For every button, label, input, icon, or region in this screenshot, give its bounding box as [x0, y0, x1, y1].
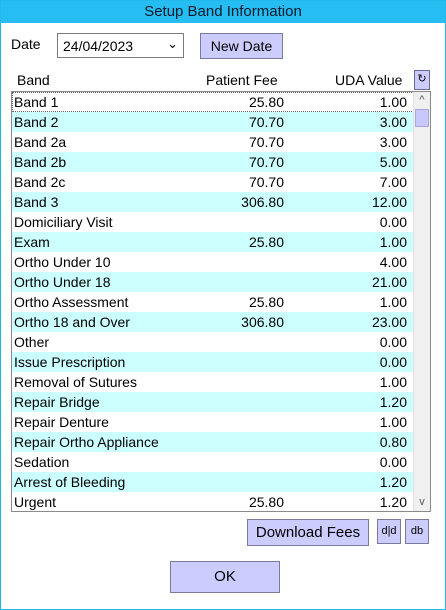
database-icon: db — [410, 525, 424, 537]
table-row[interactable]: Other 0.00 — [12, 332, 414, 352]
table-row[interactable]: Ortho Under 18 21.00 — [12, 272, 414, 292]
table-row[interactable]: Band 2 70.70 3.00 — [12, 112, 414, 132]
scroll-up-icon[interactable]: ^ — [419, 94, 425, 106]
uda-value-cell: 1.00 — [379, 294, 407, 310]
uda-value-cell: 21.00 — [371, 274, 407, 290]
column-header-uda-value: UDA Value — [335, 72, 403, 88]
band-name-cell: Band 2a — [14, 134, 67, 150]
band-name-cell: Band 2 — [14, 114, 59, 130]
band-name-cell: Band 1 — [14, 94, 59, 110]
uda-value-cell: 23.00 — [371, 314, 407, 330]
patient-fee-cell: 25.80 — [248, 294, 284, 310]
uda-value-cell: 1.00 — [379, 414, 407, 430]
patient-fee-cell: 70.70 — [248, 174, 284, 190]
band-name-cell: Ortho Assessment — [14, 294, 129, 310]
uda-value-cell: 0.00 — [379, 454, 407, 470]
band-name-cell: Ortho Under 18 — [14, 274, 111, 290]
table-row[interactable]: Ortho Under 10 4.00 — [12, 252, 414, 272]
ok-button[interactable]: OK — [170, 561, 280, 593]
window-title: Setup Band Information — [1, 1, 445, 23]
band-name-cell: Arrest of Bleeding — [14, 474, 126, 490]
band-table[interactable]: Band 1 25.80 1.00 Band 2 70.70 3.00 Band 2a 70.… — [11, 91, 431, 512]
uda-value-cell: 3.00 — [379, 134, 407, 150]
vertical-scrollbar[interactable]: ^ v — [413, 92, 430, 511]
band-name-cell: Issue Prescription — [14, 354, 126, 370]
table-row[interactable]: Repair Ortho Appliance 0.80 — [12, 432, 414, 452]
table-row[interactable]: Band 2a 70.70 3.00 — [12, 132, 414, 152]
patient-fee-cell: 70.70 — [248, 134, 284, 150]
band-name-cell: Exam — [14, 234, 50, 250]
table-row[interactable]: Arrest of Bleeding 1.20 — [12, 472, 414, 492]
band-name-cell: Band 3 — [14, 194, 59, 210]
patient-fee-cell: 70.70 — [248, 154, 284, 170]
band-name-cell: Sedation — [14, 454, 70, 470]
uda-value-cell: 1.20 — [379, 474, 407, 490]
patient-fee-cell: 70.70 — [248, 114, 284, 130]
refresh-button[interactable]: ↻ — [414, 70, 430, 90]
band-name-cell: Repair Denture — [14, 414, 109, 430]
scroll-thumb[interactable] — [415, 109, 429, 127]
band-name-cell: Urgent — [14, 494, 57, 510]
table-row[interactable]: Repair Bridge 1.20 — [12, 392, 414, 412]
table-row[interactable]: Ortho 18 and Over 306.80 23.00 — [12, 312, 414, 332]
chevron-down-icon: ⌄ — [167, 36, 178, 51]
uda-value-cell: 3.00 — [379, 114, 407, 130]
date-dropdown[interactable]: 24/04/2023 ⌄ — [57, 33, 184, 58]
uda-value-cell: 0.00 — [379, 214, 407, 230]
band-name-cell: Ortho Under 10 — [14, 254, 111, 270]
uda-value-cell: 4.00 — [379, 254, 407, 270]
band-name-cell: Repair Ortho Appliance — [14, 434, 159, 450]
band-name-cell: Removal of Sutures — [14, 374, 137, 390]
table-row[interactable]: Band 1 25.80 1.00 — [12, 92, 414, 112]
uda-value-cell: 12.00 — [371, 194, 407, 210]
band-name-cell: Domiciliary Visit — [14, 214, 113, 230]
band-name-cell: Band 2c — [14, 174, 66, 190]
column-header-band: Band — [17, 72, 50, 88]
uda-value-cell: 7.00 — [379, 174, 407, 190]
column-header-patient-fee: Patient Fee — [206, 72, 278, 88]
patient-fee-cell: 25.80 — [248, 494, 284, 510]
date-value: 24/04/2023 — [63, 38, 134, 54]
table-row[interactable]: Ortho Assessment 25.80 1.00 — [12, 292, 414, 312]
patient-fee-cell: 25.80 — [248, 234, 284, 250]
band-name-cell: Repair Bridge — [14, 394, 100, 410]
uda-value-cell: 5.00 — [379, 154, 407, 170]
download-fees-button[interactable]: Download Fees — [247, 519, 369, 546]
uda-value-cell: 0.80 — [379, 434, 407, 450]
table-row[interactable]: Band 2c 70.70 7.00 — [12, 172, 414, 192]
table-row[interactable]: Band 3 306.80 12.00 — [12, 192, 414, 212]
table-body: Band 1 25.80 1.00 Band 2 70.70 3.00 Band 2a 70.… — [12, 92, 414, 511]
table-row[interactable]: Band 2b 70.70 5.00 — [12, 152, 414, 172]
band-name-cell: Ortho 18 and Over — [14, 314, 130, 330]
table-row[interactable]: Exam 25.80 1.00 — [12, 232, 414, 252]
table-row[interactable]: Repair Denture 1.00 — [12, 412, 414, 432]
uda-value-cell: 0.00 — [379, 334, 407, 350]
patient-fee-cell: 306.80 — [241, 314, 284, 330]
patient-fee-cell: 306.80 — [241, 194, 284, 210]
date-label: Date — [11, 36, 41, 52]
refresh-icon: ↻ — [417, 73, 427, 85]
table-row[interactable]: Domiciliary Visit 0.00 — [12, 212, 414, 232]
uda-value-cell: 1.20 — [379, 494, 407, 510]
scroll-down-icon[interactable]: v — [419, 496, 425, 508]
uda-value-cell: 1.00 — [379, 374, 407, 390]
table-row[interactable]: Issue Prescription 0.00 — [12, 352, 414, 372]
table-row[interactable]: Removal of Sutures 1.00 — [12, 372, 414, 392]
database-button[interactable]: db — [405, 519, 429, 544]
uda-value-cell: 1.00 — [379, 234, 407, 250]
table-row[interactable]: Sedation 0.00 — [12, 452, 414, 472]
uda-value-cell: 1.00 — [379, 94, 407, 110]
uda-value-cell: 1.20 — [379, 394, 407, 410]
data-split-button[interactable]: d|d — [377, 519, 401, 544]
new-date-button[interactable]: New Date — [200, 33, 283, 59]
uda-value-cell: 0.00 — [379, 354, 407, 370]
band-name-cell: Other — [14, 334, 50, 350]
split-data-icon: d|d — [381, 525, 397, 537]
table-row[interactable]: Urgent 25.80 1.20 — [12, 492, 414, 511]
patient-fee-cell: 25.80 — [248, 94, 284, 110]
band-name-cell: Band 2b — [14, 154, 67, 170]
